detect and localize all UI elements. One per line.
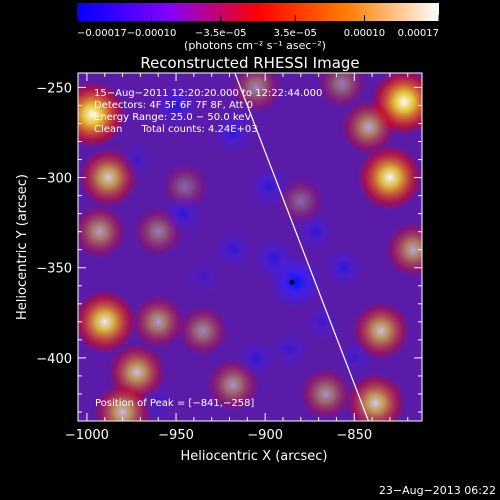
y-tick-label: −300 [36, 172, 72, 187]
positive-emission-blob [78, 205, 126, 258]
positive-emission-blob [341, 100, 396, 155]
positive-emission-blob [94, 383, 152, 421]
axis-ticks: −1000 −950 −900 −850 −250 −300 −350 −400 [36, 73, 422, 443]
negative-emission-blob [335, 339, 373, 377]
info-line-counts: Clean Total counts: 4.24E+03 [94, 124, 258, 135]
observation-info: 15−Aug−2011 12:20:20.000 to 12:22:44.000… [94, 88, 322, 135]
positive-emission-blob [231, 73, 281, 113]
negative-emission-blob [248, 166, 290, 207]
positive-emission-blob [78, 290, 137, 354]
x-tick-label: −1000 [65, 428, 109, 443]
negative-emission-blob [303, 303, 341, 341]
negative-emission-blob [140, 384, 177, 421]
colorbar-tick-label: −0.00010 [127, 28, 177, 39]
info-line-energy: Energy Range: 25.0 − 50.0 keV [94, 112, 251, 123]
colorbar-ticks: −0.00017 −0.00010 −3.5e−05 3.5e−05 0.00010 0.… [76, 15, 440, 39]
colorbar-tick-label: 0.00010 [344, 28, 385, 39]
positive-emission-blob [346, 373, 405, 421]
plot-frame [77, 72, 423, 422]
negative-emission-blob [253, 237, 296, 280]
negative-emission-blob [295, 211, 335, 252]
negative-emission-blob [118, 141, 155, 178]
peak-position-label: Position of Peak = [−841,−258] [95, 398, 254, 409]
y-tick-label: −350 [36, 262, 72, 277]
negative-emission-blob [213, 229, 253, 270]
chart-title: Reconstructed RHESSI Image [140, 54, 359, 72]
x-tick-label: −900 [247, 428, 283, 443]
x-tick-label: −950 [158, 428, 194, 443]
positive-emission-blob [386, 222, 422, 277]
negative-emission-blob [154, 83, 198, 128]
plot-area: −1000 −950 −900 −850 −250 −300 −350 −400 [36, 72, 423, 443]
colorbar-tick-label: 0.00017 [398, 28, 439, 39]
generation-date: 23−Aug−2013 06:22 [379, 484, 496, 497]
positive-emission-blob [178, 306, 228, 356]
positive-emission-blob [357, 145, 422, 210]
x-tick-label: −850 [336, 428, 372, 443]
y-tick-label: −400 [36, 352, 72, 367]
y-tick-label: −250 [36, 81, 72, 96]
colorbar-tick-label: −3.5e−05 [195, 28, 247, 39]
negative-emission-blob [236, 338, 277, 378]
positive-emission-blob [317, 73, 366, 108]
solar-limb-line [234, 73, 370, 421]
negative-emission-blob [212, 111, 255, 154]
info-line-detectors: Detectors: 4F 5F 6F 7F 8F, Att 0 [94, 100, 253, 111]
positive-emission-blob [300, 368, 352, 420]
negative-emission-blob [270, 329, 310, 369]
y-axis-label: Heliocentric Y (arcsec) [15, 174, 30, 320]
heatmap-layer [78, 73, 422, 421]
positive-emission-blob [78, 81, 126, 148]
negative-emission-blob [323, 247, 364, 289]
x-axis-label: Heliocentric X (arcsec) [181, 449, 328, 464]
colorbar-unit-label: (photons cm⁻² s⁻¹ asec⁻²) [184, 39, 326, 52]
negative-emission-blob [184, 258, 221, 295]
info-line-time: 15−Aug−2011 12:20:20.000 to 12:22:44.000 [94, 88, 322, 99]
colorbar-gradient [77, 3, 439, 21]
colorbar: −0.00017 −0.00010 −3.5e−05 3.5e−05 0.00010 0.… [76, 3, 440, 52]
positive-emission-blob [131, 295, 185, 349]
peak-marker [289, 279, 295, 285]
negative-emission-blob [162, 193, 204, 235]
colorbar-tick-label: 3.5e−05 [274, 28, 317, 39]
colorbar-tick-label: −0.00017 [77, 28, 127, 39]
